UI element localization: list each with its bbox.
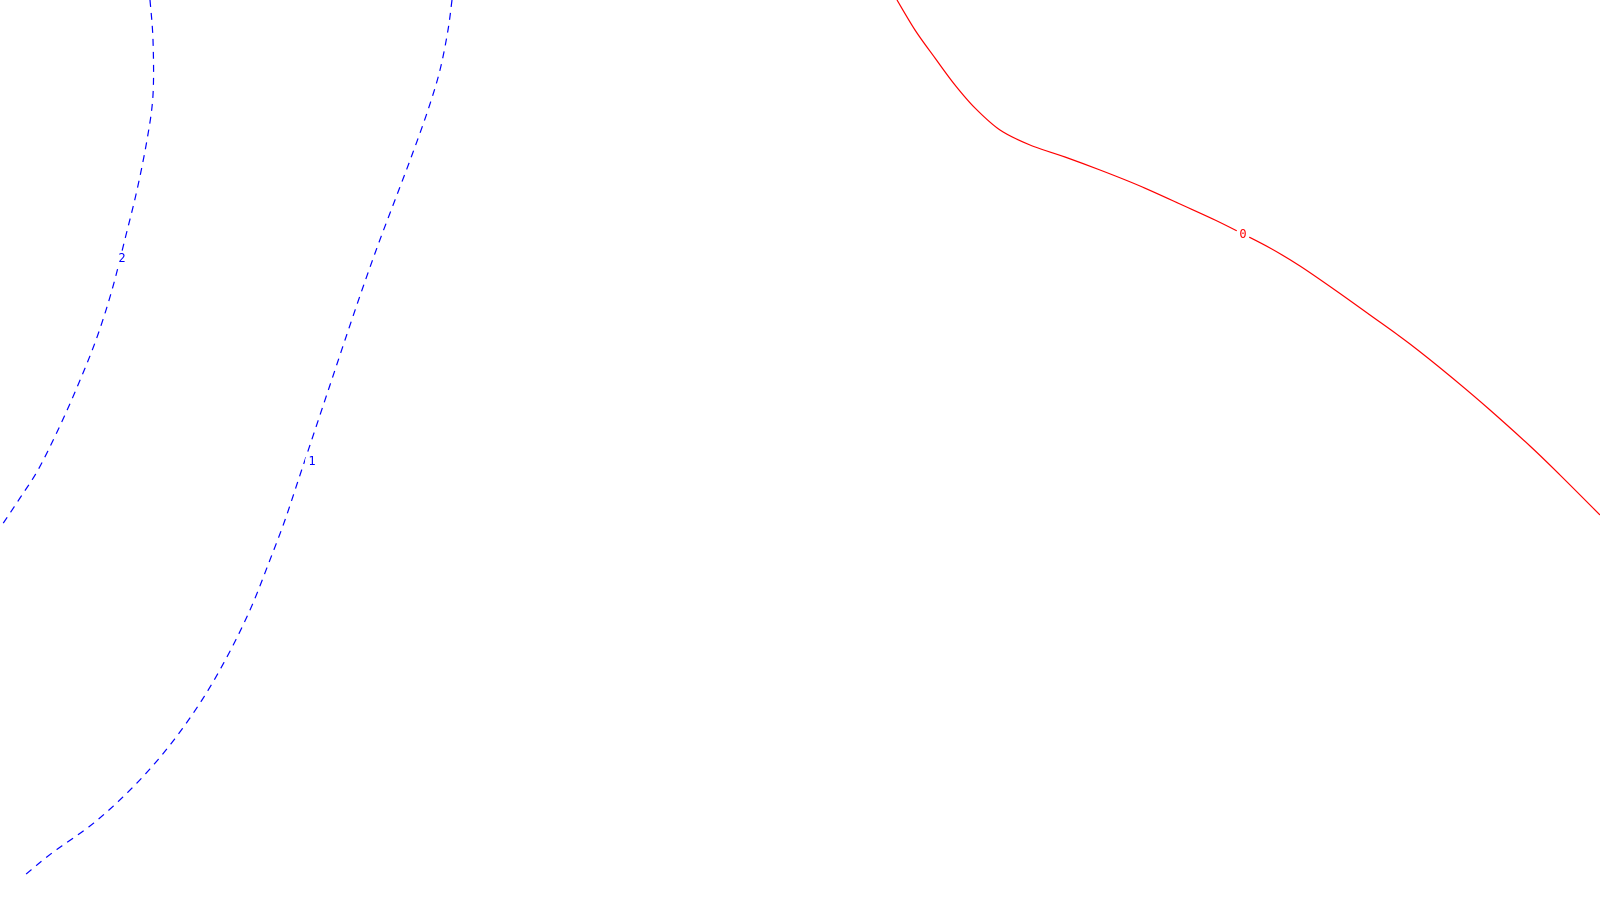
contour-line-level-2 xyxy=(0,0,155,529)
contour-label-level-2: 2 xyxy=(118,251,125,265)
contour-line-level-1 xyxy=(24,0,453,876)
contour-label-level-1: 1 xyxy=(308,454,315,468)
contour-line-level-0 xyxy=(896,0,1600,516)
contour-label-level-0: 0 xyxy=(1239,227,1246,241)
